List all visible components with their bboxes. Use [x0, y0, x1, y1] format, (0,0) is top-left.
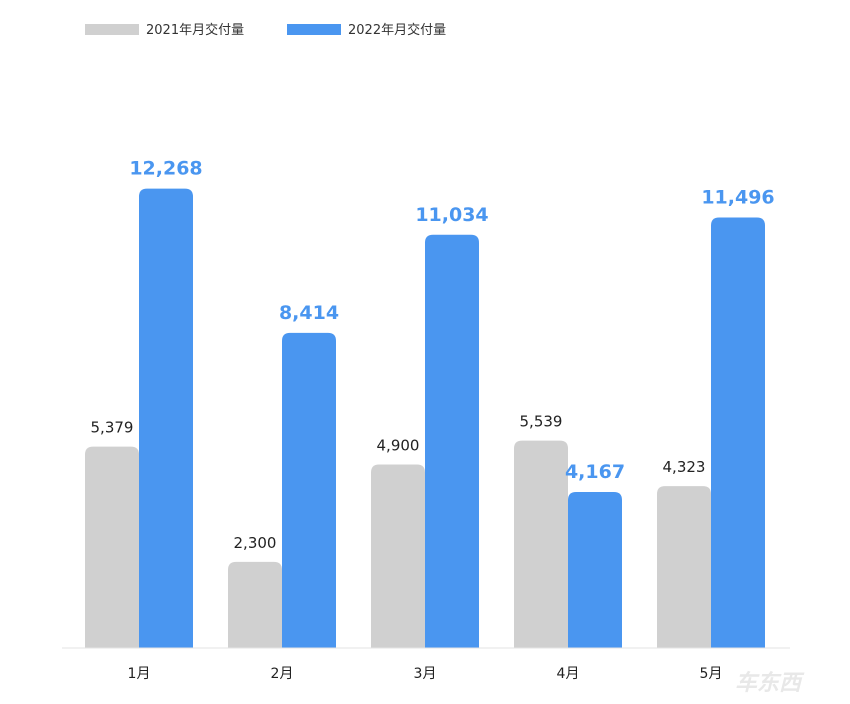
- category-label-2: 2月: [271, 666, 294, 682]
- bars-group: [85, 188, 765, 649]
- legend: 2021年月交付量 2022年月交付量: [85, 22, 446, 38]
- value-label-2022-1: 12,268: [129, 158, 202, 180]
- legend-swatch-2021: [85, 24, 139, 35]
- bar-2022-1: [139, 188, 193, 649]
- value-label-2022-3: 11,034: [415, 204, 488, 226]
- legend-label-2022: 2022年月交付量: [348, 22, 446, 38]
- bar-2021-5: [657, 486, 711, 648]
- bar-2021-3: [371, 464, 425, 648]
- value-label-2022-4: 4,167: [565, 461, 625, 483]
- value-label-2021-2: 2,300: [234, 534, 277, 552]
- category-label-4: 4月: [557, 666, 580, 682]
- bar-2021-1: [85, 446, 139, 648]
- category-label-3: 3月: [414, 666, 437, 682]
- bar-2021-2: [228, 561, 282, 648]
- bar-2022-5: [711, 217, 765, 648]
- category-label-5: 5月: [700, 666, 723, 682]
- value-labels-group: 5,379 12,268 2,300 8,414 4,900 11,034 5,539 4,1…: [91, 158, 775, 552]
- bar-2022-2: [282, 332, 336, 648]
- value-label-2022-2: 8,414: [279, 302, 339, 324]
- value-label-2021-5: 4,323: [663, 458, 706, 476]
- value-label-2021-3: 4,900: [377, 437, 420, 455]
- bar-2021-4: [514, 440, 568, 648]
- legend-swatch-2022: [287, 24, 341, 35]
- value-label-2021-1: 5,379: [91, 419, 134, 437]
- value-label-2021-4: 5,539: [520, 413, 563, 431]
- category-labels-group: 1月 2月 3月 4月 5月: [128, 666, 723, 682]
- category-label-1: 1月: [128, 666, 151, 682]
- bar-2022-3: [425, 234, 479, 649]
- bar-2022-4: [568, 491, 622, 648]
- value-label-2022-5: 11,496: [701, 186, 774, 208]
- legend-label-2021: 2021年月交付量: [146, 22, 244, 38]
- watermark-logo: 车东西: [735, 670, 805, 696]
